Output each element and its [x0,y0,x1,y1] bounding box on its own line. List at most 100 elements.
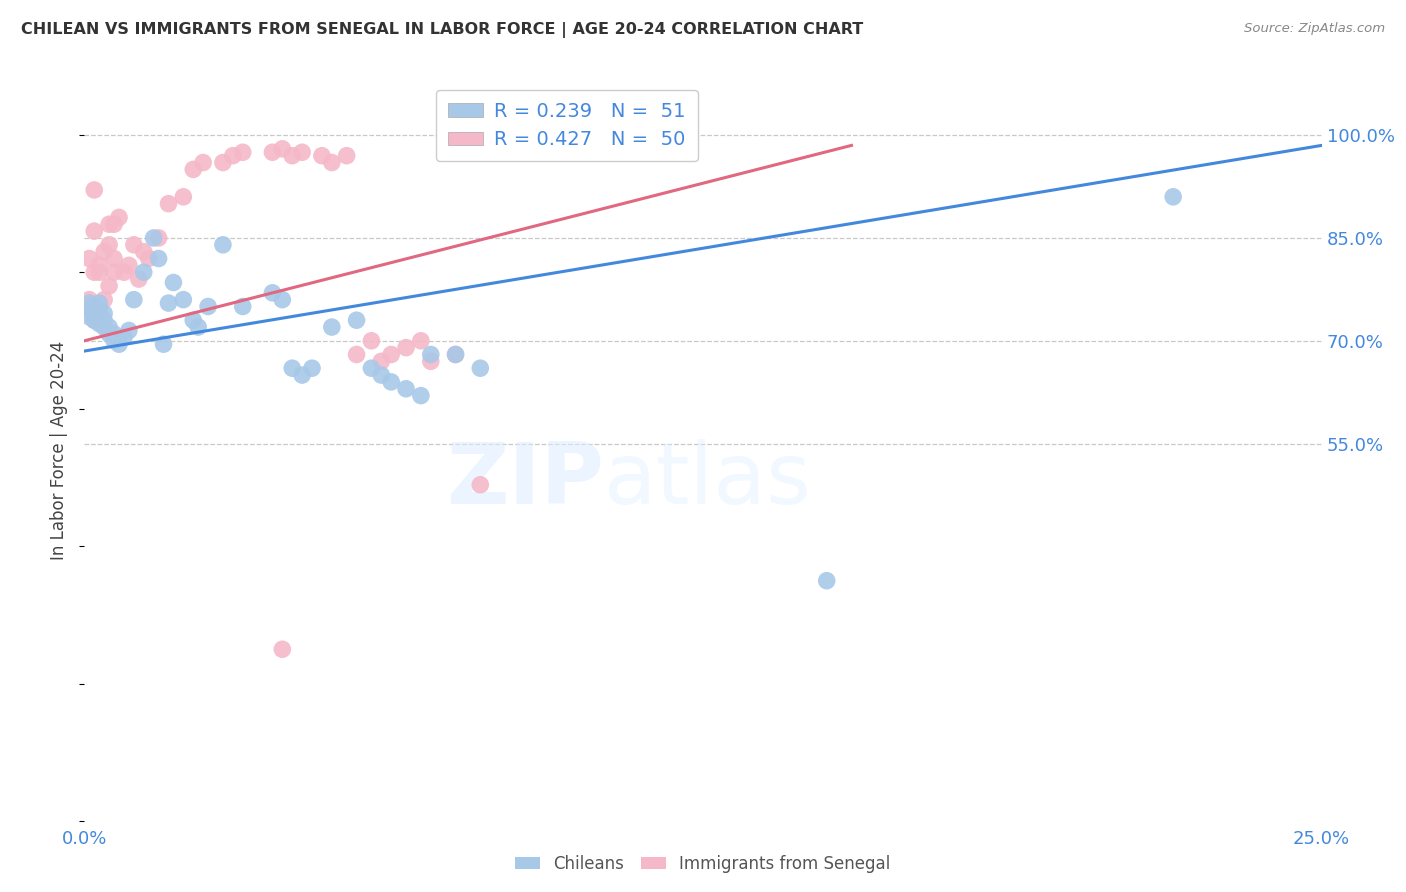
Point [380,347,402,361]
Point [79,302,101,317]
Point [172,293,194,307]
Point [79,310,101,324]
Point [89,300,111,314]
Point [395,382,418,396]
Point [93,293,115,307]
Point [83,183,105,197]
Point [79,300,101,314]
Point [212,237,235,252]
Point [79,296,101,310]
Point [89,259,111,273]
Point [262,145,284,160]
Point [346,347,368,361]
Point [212,155,235,169]
Point [103,217,125,231]
Point [93,320,115,334]
Point [83,224,105,238]
Point [444,347,467,361]
Point [122,237,145,252]
Point [470,361,492,376]
Point [89,296,111,310]
Point [157,296,180,310]
Point [132,244,155,259]
Point [152,337,174,351]
Point [148,252,170,266]
Point [321,320,343,334]
Point [98,320,121,334]
Point [162,276,184,290]
Point [108,337,131,351]
Point [419,347,441,361]
Point [83,265,105,279]
Point [395,341,418,355]
Point [118,324,141,338]
Point [132,265,155,279]
Point [281,149,304,163]
Point [187,320,209,334]
Point [181,313,204,327]
Point [103,334,125,348]
Point [222,149,245,163]
Point [122,293,145,307]
Point [93,313,115,327]
Point [108,211,131,225]
Point [79,252,101,266]
Point [83,300,105,314]
Point [360,361,382,376]
Point [321,155,343,169]
Text: Source: ZipAtlas.com: Source: ZipAtlas.com [1244,22,1385,36]
Point [112,265,135,279]
Point [128,272,150,286]
Point [409,334,432,348]
Point [112,330,135,344]
Point [103,265,125,279]
Point [79,293,101,307]
Point [370,354,392,368]
Point [93,306,115,320]
Point [181,162,204,177]
Point [380,375,402,389]
Point [346,313,368,327]
Point [271,293,294,307]
Point [157,196,180,211]
Point [494,138,516,153]
Point [815,574,838,588]
Point [271,142,294,156]
Point [281,361,304,376]
Point [98,237,121,252]
Point [301,361,323,376]
Point [89,317,111,331]
Text: atlas: atlas [605,439,813,522]
Point [444,347,467,361]
Point [311,149,333,163]
Point [419,354,441,368]
Text: CHILEAN VS IMMIGRANTS FROM SENEGAL IN LABOR FORCE | AGE 20-24 CORRELATION CHART: CHILEAN VS IMMIGRANTS FROM SENEGAL IN LA… [21,22,863,38]
Point [103,252,125,266]
Point [232,145,254,160]
Point [89,265,111,279]
Point [262,285,284,300]
Point [83,306,105,320]
Point [291,145,314,160]
Point [98,217,121,231]
Point [89,310,111,324]
Point [89,302,111,317]
Point [142,231,165,245]
Point [291,368,314,382]
Point [98,326,121,341]
Text: ZIP: ZIP [446,439,605,522]
Point [409,389,432,403]
Point [1161,190,1184,204]
Point [336,149,359,163]
Point [470,477,492,491]
Point [172,190,194,204]
Legend: Chileans, Immigrants from Senegal: Chileans, Immigrants from Senegal [509,848,897,880]
Y-axis label: In Labor Force | Age 20-24: In Labor Force | Age 20-24 [51,341,69,560]
Point [370,368,392,382]
Point [83,313,105,327]
Point [118,259,141,273]
Legend: R = 0.239   N =  51, R = 0.427   N =  50: R = 0.239 N = 51, R = 0.427 N = 50 [436,90,697,161]
Point [138,252,160,266]
Point [93,244,115,259]
Point [360,334,382,348]
